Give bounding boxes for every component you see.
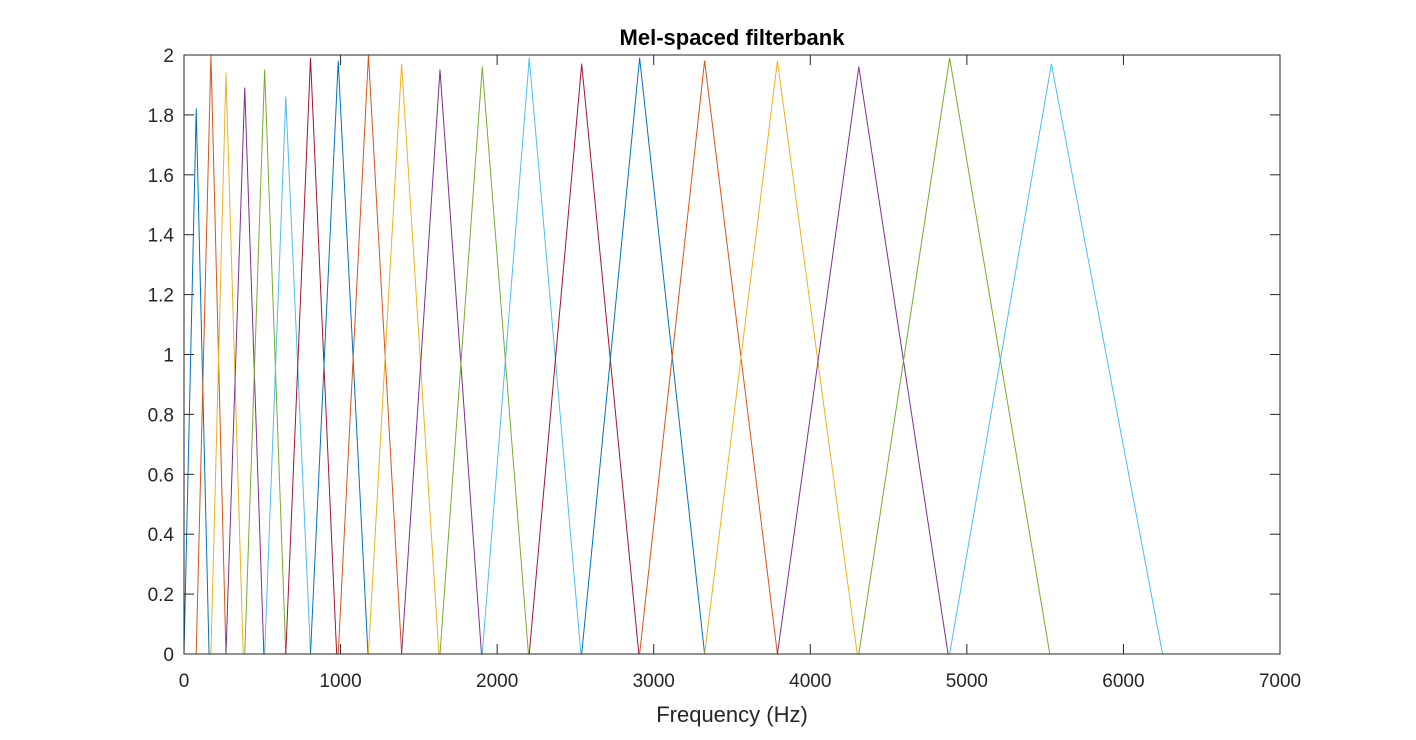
y-tick-label: 2 [163, 46, 174, 67]
x-tick-label: 3000 [633, 671, 675, 692]
x-tick-label: 1000 [319, 671, 361, 692]
y-tick-label: 0.6 [148, 465, 174, 486]
y-tick-label: 0.8 [148, 405, 174, 426]
chart-title: Mel-spaced filterbank [620, 25, 846, 50]
y-tick-label: 1.6 [148, 166, 174, 187]
y-tick-label: 1.8 [148, 106, 174, 127]
x-tick-label: 6000 [1102, 671, 1144, 692]
x-tick-label: 4000 [789, 671, 831, 692]
x-tick-label: 7000 [1259, 671, 1301, 692]
y-tick-label: 1.2 [148, 286, 174, 307]
y-tick-label: 1 [163, 346, 174, 367]
y-tick-label: 0.2 [148, 585, 174, 606]
x-axis-ticks: 0 1000 2000 3000 4000 5000 6000 7000 [179, 55, 1301, 692]
y-tick-label: 0.4 [148, 525, 175, 546]
y-tick-label: 0 [163, 645, 174, 666]
x-axis-label: Frequency (Hz) [656, 702, 808, 727]
y-axis-ticks: 0 0.2 0.4 0.6 0.8 1 1.2 1.4 1.6 1.8 2 [148, 46, 1280, 666]
y-tick-label: 1.4 [148, 226, 175, 247]
x-tick-label: 2000 [476, 671, 518, 692]
plot-background [184, 55, 1280, 654]
x-tick-label: 0 [179, 671, 190, 692]
x-tick-label: 5000 [946, 671, 988, 692]
